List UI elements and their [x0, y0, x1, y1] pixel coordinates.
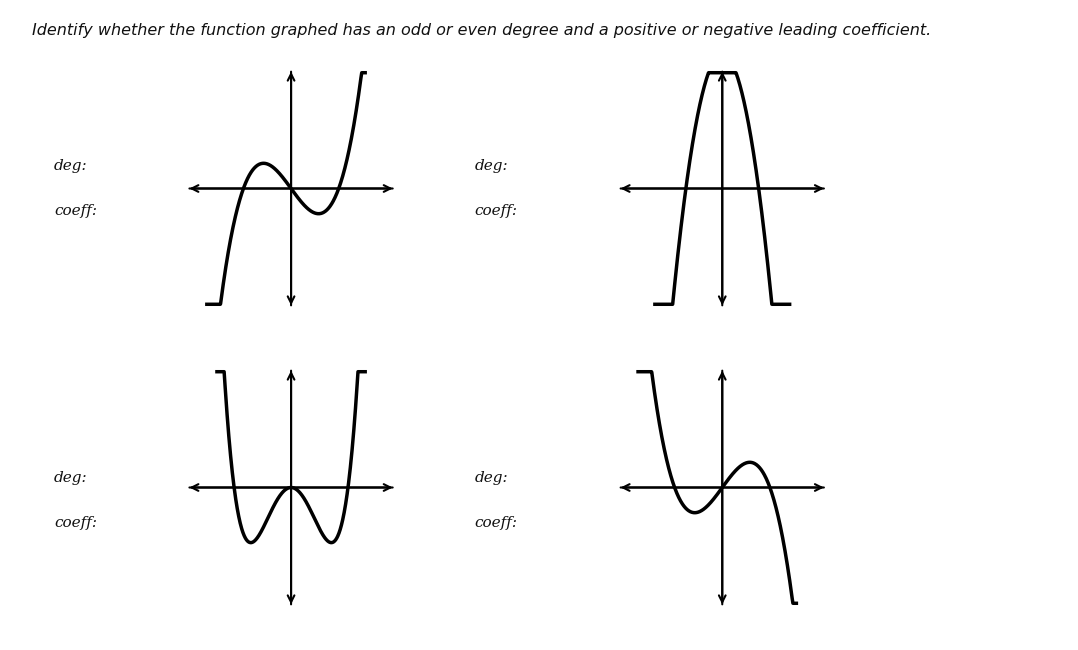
- Text: deg:: deg:: [474, 471, 508, 485]
- Text: coeff:: coeff:: [474, 516, 517, 530]
- Text: coeff:: coeff:: [54, 516, 97, 530]
- Text: deg:: deg:: [54, 159, 87, 173]
- Text: coeff:: coeff:: [54, 204, 97, 218]
- Text: Identify whether the function graphed has an odd or even degree and a positive o: Identify whether the function graphed ha…: [32, 23, 931, 38]
- Text: deg:: deg:: [474, 159, 508, 173]
- Text: coeff:: coeff:: [474, 204, 517, 218]
- Text: deg:: deg:: [54, 471, 87, 485]
